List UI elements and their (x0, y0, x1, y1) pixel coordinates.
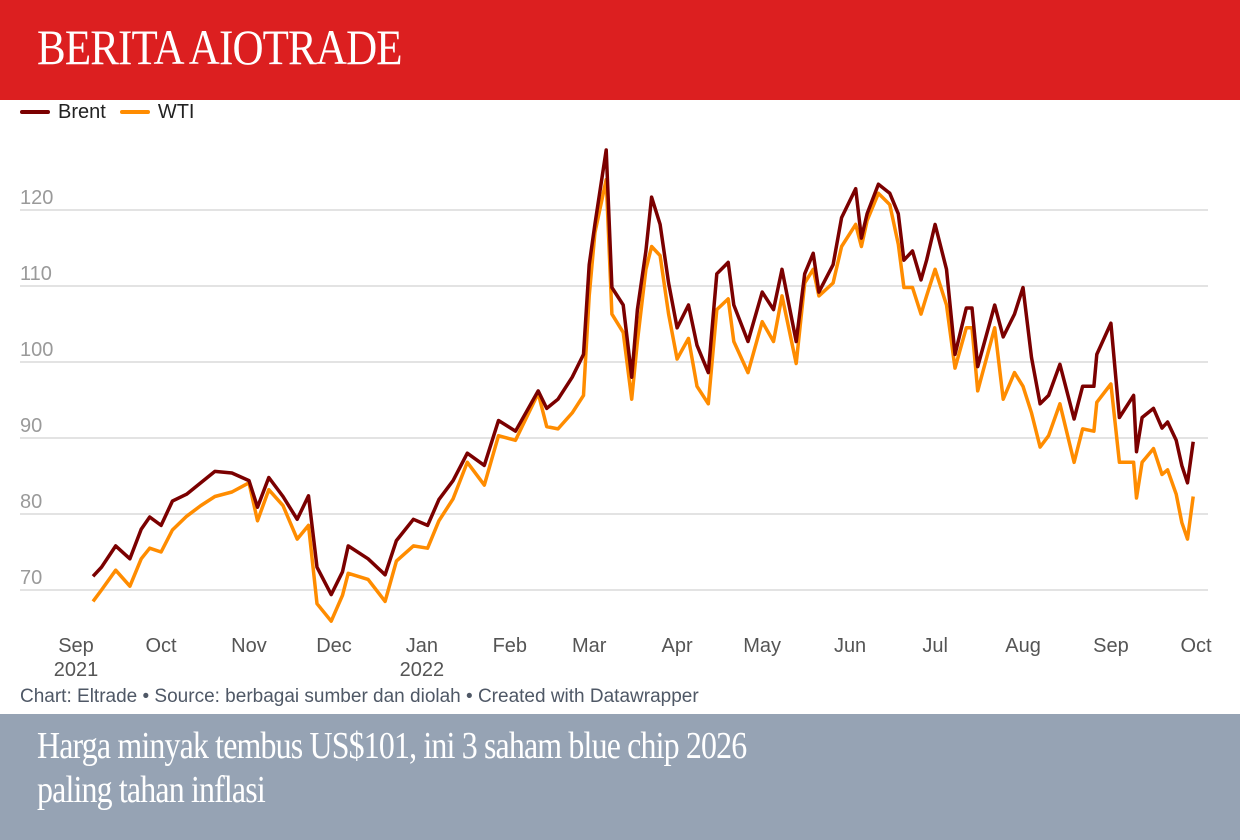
legend-item-brent: Brent (20, 101, 106, 124)
legend-item-wti: WTI (119, 100, 195, 124)
x-tick-label: Dec (316, 635, 352, 657)
legend-swatch-brent (20, 110, 50, 114)
y-tick-label: 80 (20, 491, 42, 513)
legend-label-wti: WTI (157, 100, 195, 123)
brand-logo: BERITA AIOTRADE (37, 19, 403, 75)
legend-swatch-wti (119, 110, 150, 114)
x-tick-label: Aug (1005, 635, 1041, 657)
headline-overlay (0, 714, 1240, 840)
y-axis-ticks: 70 80 90 100 110 120 (20, 187, 53, 589)
x-tick-label: May (743, 635, 781, 657)
series-lines (91, 148, 1195, 623)
headline-line-2: paling tahan inflasi (37, 769, 266, 811)
chart-legend: Brent WTI (20, 100, 194, 124)
headline[interactable]: Harga minyak tembus US$101, ini 3 saham … (37, 724, 961, 812)
x-tick-label: Sep (58, 635, 94, 657)
y-tick-label: 110 (20, 263, 52, 285)
x-tick-label: Apr (662, 635, 693, 657)
legend-label-brent: Brent (58, 100, 106, 123)
x-tick-label: Sep (1093, 635, 1129, 657)
header-banner: BERITA AIOTRADE (0, 0, 1240, 100)
x-tick-label: Mar (572, 635, 607, 657)
x-tick-label: Oct (1180, 635, 1212, 657)
y-tick-label: 100 (20, 339, 53, 361)
series-line-brent (91, 148, 1195, 597)
y-tick-label: 90 (20, 415, 42, 437)
x-tick-label: Oct (146, 635, 178, 657)
y-tick-label: 70 (20, 567, 42, 589)
x-tick-label: Jul (922, 635, 948, 657)
gridlines (20, 209, 1208, 591)
x-tick-label: Jun (834, 635, 866, 657)
x-tick-year-label: 2021 (54, 659, 99, 681)
x-tick-label: Nov (231, 635, 267, 657)
x-tick-label: Feb (493, 635, 527, 657)
chart-credit: Chart: Eltrade • Source: berbagai sumber… (20, 686, 699, 707)
series-line-wti (91, 177, 1195, 623)
x-tick-label: Jan (406, 635, 438, 657)
headline-line-1: Harga minyak tembus US$101, ini 3 saham … (37, 725, 747, 767)
x-tick-year-label: 2022 (400, 659, 445, 681)
y-tick-label: 120 (20, 187, 53, 209)
